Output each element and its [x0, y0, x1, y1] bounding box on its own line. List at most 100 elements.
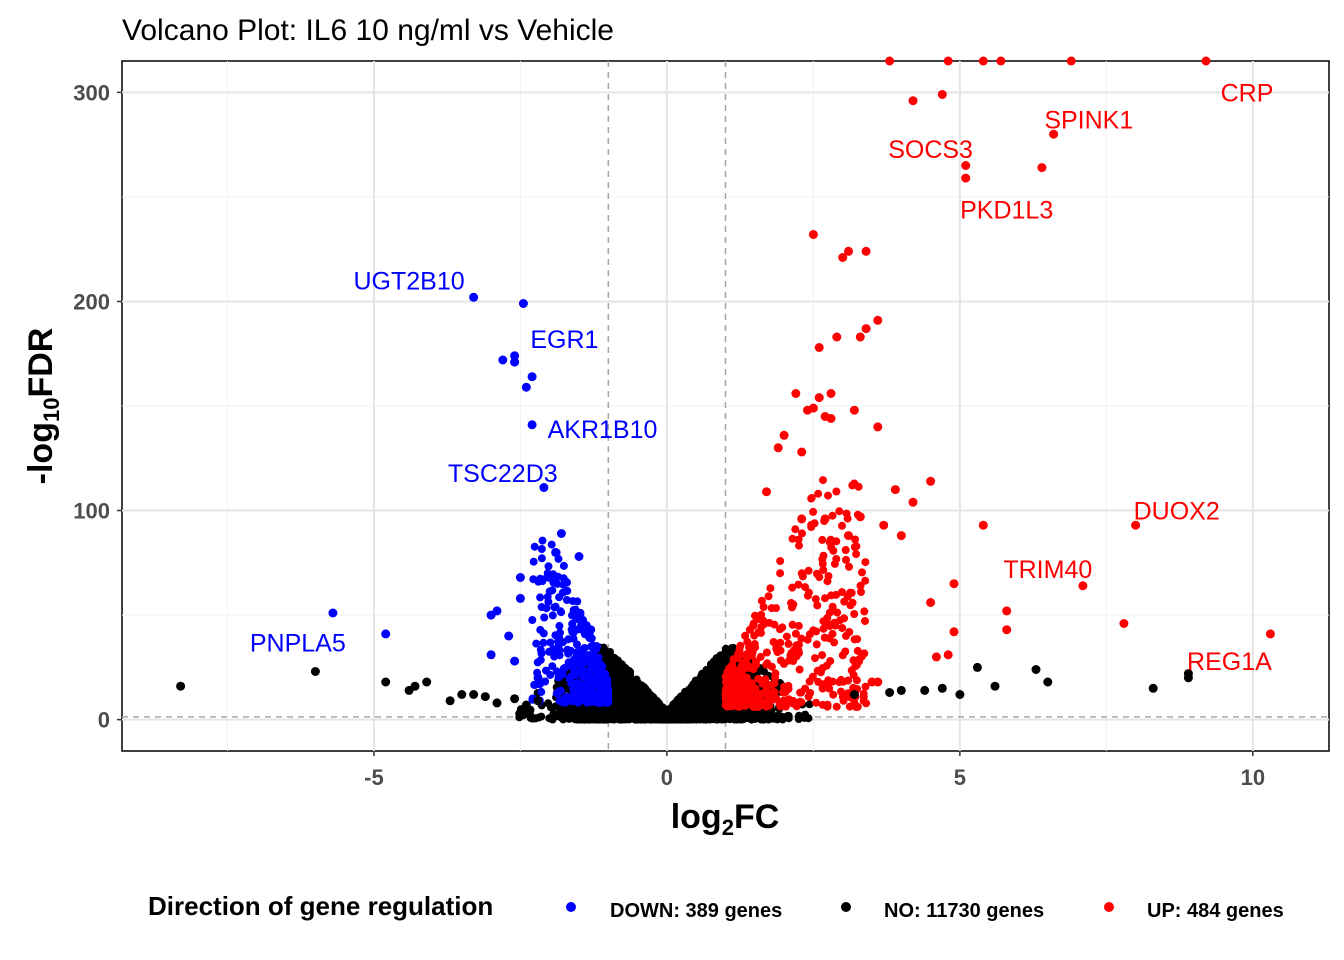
- data-point-no: [849, 690, 859, 699]
- data-point-up: [978, 56, 988, 66]
- labeled-point-socs3: [961, 161, 971, 170]
- y-tick-label: 300: [73, 80, 110, 105]
- x-axis-title-tail: FC: [734, 798, 779, 836]
- x-axis-title-main: log: [671, 798, 722, 836]
- data-point-up: [890, 485, 900, 495]
- data-point-no: [521, 700, 531, 710]
- data-point-no: [972, 662, 982, 672]
- data-point-no: [1148, 683, 1158, 693]
- data-point-up: [908, 497, 918, 507]
- data-point-up: [803, 405, 812, 415]
- data-point-no: [381, 677, 391, 687]
- data-point-down: [592, 642, 602, 651]
- plot-panel: CRP SPINK1 SOCS3 PKD1L3 DUOX2 TRIM40 REG1A UGT2…: [121, 56, 1330, 752]
- data-point-no: [533, 696, 543, 706]
- y-axis-title-main: -log: [22, 422, 60, 484]
- data-point-no: [896, 685, 906, 695]
- data-point-up: [996, 56, 1006, 66]
- x-tick-label: -5: [364, 765, 384, 790]
- data-point-down: [527, 372, 537, 382]
- data-point-down: [510, 656, 520, 666]
- data-point-down: [556, 529, 566, 538]
- data-point-down: [381, 629, 391, 639]
- x-axis-title: log2FC: [671, 798, 780, 840]
- y-axis-title-tail: FDR: [22, 328, 60, 398]
- data-point-no: [469, 690, 479, 699]
- x-axis-title-subscript: 2: [722, 815, 734, 840]
- data-point-up: [867, 677, 877, 687]
- data-point-up: [773, 443, 783, 453]
- data-point-up: [844, 531, 853, 541]
- data-point-down: [515, 573, 525, 582]
- grid-lines: [122, 61, 1329, 751]
- data-point-down: [515, 593, 525, 603]
- data-point-up: [849, 405, 859, 415]
- up-regulated-cluster: [721, 476, 871, 712]
- gene-label-pnpla5: PNPLA5: [250, 629, 346, 657]
- y-axis-title-subscript: 10: [39, 398, 64, 422]
- gene-label-spink1: SPINK1: [1044, 107, 1133, 135]
- data-point-up: [937, 90, 947, 99]
- data-point-no: [492, 698, 502, 708]
- data-point-down: [498, 355, 508, 365]
- labeled-point-egr1: [518, 299, 528, 308]
- data-point-no: [920, 685, 930, 695]
- legend-key-down: [566, 902, 576, 912]
- data-point-down: [574, 552, 584, 561]
- data-point-up: [844, 246, 853, 256]
- labeled-point-crp: [1201, 56, 1211, 66]
- legend-label-down: DOWN: 389 genes: [610, 900, 782, 922]
- data-point-down: [586, 625, 596, 635]
- gene-label-reg1a: REG1A: [1187, 648, 1272, 676]
- data-point-up: [873, 315, 883, 325]
- labeled-point-spink1: [1049, 129, 1059, 139]
- data-point-down: [510, 357, 520, 367]
- legend: Direction of gene regulation DOWN: 389 g…: [148, 891, 1284, 922]
- data-point-no: [885, 688, 895, 697]
- labeled-point-reg1a: [1265, 629, 1275, 639]
- data-point-down: [486, 650, 496, 660]
- data-point-up: [762, 487, 771, 497]
- legend-label-up: UP: 484 genes: [1147, 900, 1284, 922]
- data-point-no: [1183, 673, 1193, 683]
- data-point-up: [931, 652, 941, 662]
- y-tick-label: 100: [73, 499, 110, 524]
- legend-key-up: [1104, 902, 1114, 912]
- gene-label-ugt2b10: UGT2B10: [354, 268, 465, 296]
- data-point-no: [937, 683, 947, 693]
- gene-label-socs3: SOCS3: [888, 136, 973, 164]
- data-point-no: [990, 681, 1000, 691]
- data-point-no: [310, 667, 320, 676]
- data-point-up: [1002, 606, 1012, 616]
- data-point-up: [1066, 56, 1076, 66]
- data-point-up: [873, 422, 883, 432]
- labeled-point-tsc22d3: [539, 483, 549, 492]
- data-point-no: [510, 694, 520, 704]
- data-point-no: [422, 677, 432, 687]
- data-point-down: [486, 610, 496, 620]
- gene-label-akr1b10: AKR1B10: [548, 416, 658, 444]
- data-point-up: [1002, 625, 1012, 635]
- data-point-up: [1119, 619, 1129, 628]
- gene-label-egr1: EGR1: [530, 326, 598, 354]
- data-point-up: [896, 531, 906, 541]
- data-point-up: [838, 253, 848, 262]
- y-tick-label: 200: [73, 289, 110, 314]
- gene-label-crp: CRP: [1221, 79, 1274, 107]
- legend-title: Direction of gene regulation: [148, 891, 493, 921]
- data-point-no: [1031, 665, 1041, 674]
- data-point-up: [797, 514, 807, 524]
- labeled-point-ugt2b10: [469, 292, 479, 302]
- data-point-no: [176, 681, 186, 691]
- legend-key-no: [841, 902, 851, 912]
- data-point-no: [480, 692, 490, 702]
- data-point-up: [861, 324, 871, 334]
- data-point-down: [504, 631, 514, 641]
- data-point-down: [533, 673, 543, 683]
- labeled-point-pnpla5: [328, 608, 338, 618]
- data-point-up: [1037, 163, 1047, 173]
- data-point-no: [1043, 677, 1053, 687]
- data-point-up: [908, 96, 918, 106]
- gene-labels: CRP SPINK1 SOCS3 PKD1L3 DUOX2 TRIM40 REG1A UGT2…: [250, 79, 1274, 676]
